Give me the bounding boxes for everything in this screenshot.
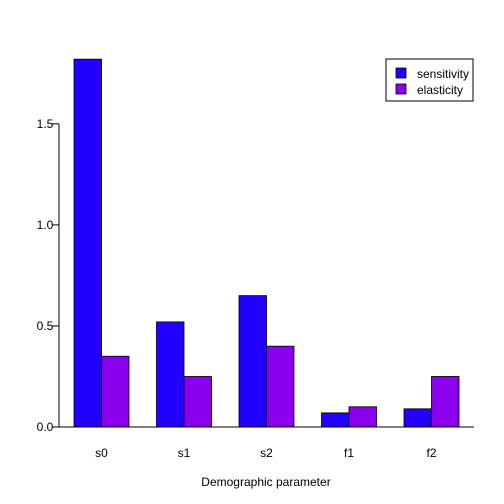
bar-elasticity-s0 <box>101 355 130 428</box>
bar-sensitivity-s2 <box>238 295 267 428</box>
x-tick-label: s0 <box>95 446 108 460</box>
y-tick-label: 1.5 <box>37 117 54 131</box>
bar-elasticity-s2 <box>266 345 295 428</box>
bar-sensitivity-s0 <box>73 58 102 428</box>
y-tick-label: 1.0 <box>37 218 54 232</box>
bar-elasticity-f1 <box>348 406 377 428</box>
bar-elasticity-s1 <box>183 376 212 428</box>
x-axis-labels: s0 s1 s2 f1 f2 <box>95 446 437 460</box>
bars-group <box>59 58 474 428</box>
y-axis-ticks: 0.0 0.5 1.0 1.5 <box>37 117 59 434</box>
x-tick-label: s1 <box>178 446 191 460</box>
x-axis-title: Demographic parameter <box>201 475 330 489</box>
x-tick-label: f2 <box>426 446 436 460</box>
y-tick-label: 0.5 <box>37 319 54 333</box>
bar-sensitivity-f1 <box>321 412 350 428</box>
legend-label-sensitivity: sensitivity <box>417 67 469 81</box>
legend-label-elasticity: elasticity <box>417 83 463 97</box>
y-tick-label: 0.0 <box>37 420 54 434</box>
bar-sensitivity-f2 <box>403 408 432 428</box>
legend-swatch-sensitivity <box>395 67 407 79</box>
x-tick-label: s2 <box>260 446 273 460</box>
bar-elasticity-f2 <box>431 376 460 428</box>
legend-swatch-elasticity <box>395 83 407 95</box>
x-tick-label: f1 <box>344 446 354 460</box>
bar-sensitivity-s1 <box>156 321 185 428</box>
legend: sensitivity elasticity <box>385 58 474 102</box>
